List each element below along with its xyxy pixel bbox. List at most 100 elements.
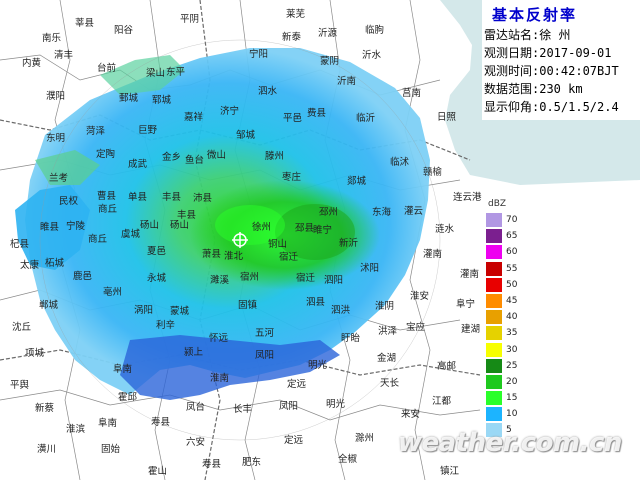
info-row-station: 雷达站名:徐 州	[484, 28, 571, 42]
legend-swatch	[486, 391, 502, 406]
legend-swatch	[486, 293, 502, 308]
city-label: 宝应	[406, 321, 426, 333]
city-label: 来安	[401, 408, 420, 420]
city-label: 郯城	[347, 175, 367, 187]
legend-swatch	[486, 374, 502, 389]
city-label: 日照	[437, 112, 457, 123]
city-label: 睢宁	[313, 224, 332, 236]
city-label: 邳县	[295, 223, 314, 234]
city-label: 永城	[147, 272, 167, 284]
city-label: 商丘	[98, 203, 118, 215]
echo-core-east	[275, 204, 355, 260]
city-label: 凤阳	[279, 401, 298, 412]
legend-item: 40	[484, 309, 524, 325]
city-label: 枣庄	[282, 171, 302, 183]
city-label: 潢川	[37, 443, 56, 455]
radar-site-marker	[232, 232, 248, 248]
legend-swatch	[486, 342, 502, 357]
legend-item: 30	[484, 342, 524, 358]
city-label: 亳州	[103, 286, 122, 298]
city-label: 临沂	[356, 112, 376, 124]
legend-swatch	[486, 326, 502, 341]
city-label: 定远	[287, 378, 307, 390]
city-label: 凤台	[186, 401, 205, 413]
city-label: 邹城	[236, 129, 256, 141]
city-label: 涡阳	[134, 305, 153, 316]
legend-label: 20	[506, 376, 518, 387]
info-row-elevation: 显示仰角:0.5/1.5/2.4	[484, 100, 619, 114]
city-label: 徐州	[252, 221, 271, 233]
legend-label: 65	[506, 231, 518, 242]
city-label: 新泰	[282, 31, 302, 43]
legend-swatch	[486, 358, 502, 373]
city-label: 五河	[255, 327, 275, 339]
city-label: 淮阴	[375, 301, 394, 312]
city-label: 成武	[128, 158, 148, 170]
legend-item: 20	[484, 374, 524, 390]
echo-south-fringe	[120, 335, 340, 400]
legend-label: 10	[506, 409, 518, 420]
legend-label: 25	[506, 360, 518, 371]
city-label: 明光	[308, 359, 328, 371]
legend-items: 70 65 60 55 50 45 40 35 30 25 20 15 10 5	[484, 212, 524, 439]
city-label: 费县	[307, 107, 326, 119]
city-label: 高邮	[437, 360, 457, 372]
city-label: 泗水	[258, 85, 278, 97]
city-label: 临朐	[365, 24, 384, 36]
legend-item: 10	[484, 406, 524, 422]
city-label: 嘉祥	[184, 111, 204, 123]
city-label: 蒙阴	[320, 55, 339, 67]
city-label: 新蔡	[35, 402, 55, 414]
legend-label: 15	[506, 393, 518, 404]
city-label: 濉溪	[210, 274, 230, 286]
city-label: 铜山	[268, 238, 287, 250]
city-label: 明光	[326, 398, 346, 410]
city-label: 兰考	[49, 172, 68, 184]
city-label: 淮南	[210, 372, 229, 384]
city-label: 太康	[20, 259, 40, 271]
legend-swatch	[486, 245, 502, 260]
legend-label: 55	[506, 263, 518, 274]
city-label: 单县	[128, 191, 147, 203]
city-label: 睢县	[40, 221, 59, 233]
city-label: 霍山	[148, 466, 167, 477]
city-label: 台前	[97, 62, 116, 74]
city-label: 夏邑	[147, 246, 166, 257]
city-label: 滕州	[265, 150, 284, 162]
legend-swatch	[486, 261, 502, 276]
city-label: 泗阳	[324, 275, 343, 286]
city-label: 涟水	[435, 223, 455, 235]
city-label: 南乐	[42, 32, 62, 44]
city-label: 滁州	[355, 432, 374, 444]
echo-nw-strip	[35, 150, 100, 185]
city-label: 柘城	[45, 257, 65, 269]
city-label: 镇江	[440, 465, 460, 477]
city-label: 泗洪	[331, 304, 351, 316]
city-label: 盱眙	[341, 332, 361, 344]
legend-item: 45	[484, 293, 524, 309]
legend-label: 70	[506, 215, 518, 225]
city-label: 鹿邑	[73, 270, 92, 282]
city-label: 洪泽	[378, 325, 398, 337]
city-label: 沂南	[337, 75, 356, 87]
city-label: 内黄	[22, 57, 41, 69]
legend-label: 60	[506, 247, 518, 258]
city-label: 萧县	[202, 248, 221, 260]
legend-item: 65	[484, 228, 524, 244]
city-label: 沈丘	[12, 321, 32, 333]
city-label: 梁山	[146, 67, 165, 79]
city-label: 金湖	[377, 352, 396, 364]
legend-item: 70	[484, 212, 524, 228]
city-label: 泗县	[306, 297, 325, 308]
legend-item: 25	[484, 358, 524, 374]
city-label: 鱼台	[185, 154, 204, 166]
city-label: 赣榆	[423, 166, 443, 178]
info-row-range: 数据范围:230 km	[484, 82, 583, 96]
city-label: 砀山	[170, 220, 189, 231]
city-label: 霍邱	[118, 392, 138, 403]
city-label: 灌南	[423, 248, 442, 260]
city-label: 固镇	[238, 299, 258, 311]
city-label: 蒙城	[170, 305, 190, 317]
city-label: 寿县	[151, 416, 170, 428]
